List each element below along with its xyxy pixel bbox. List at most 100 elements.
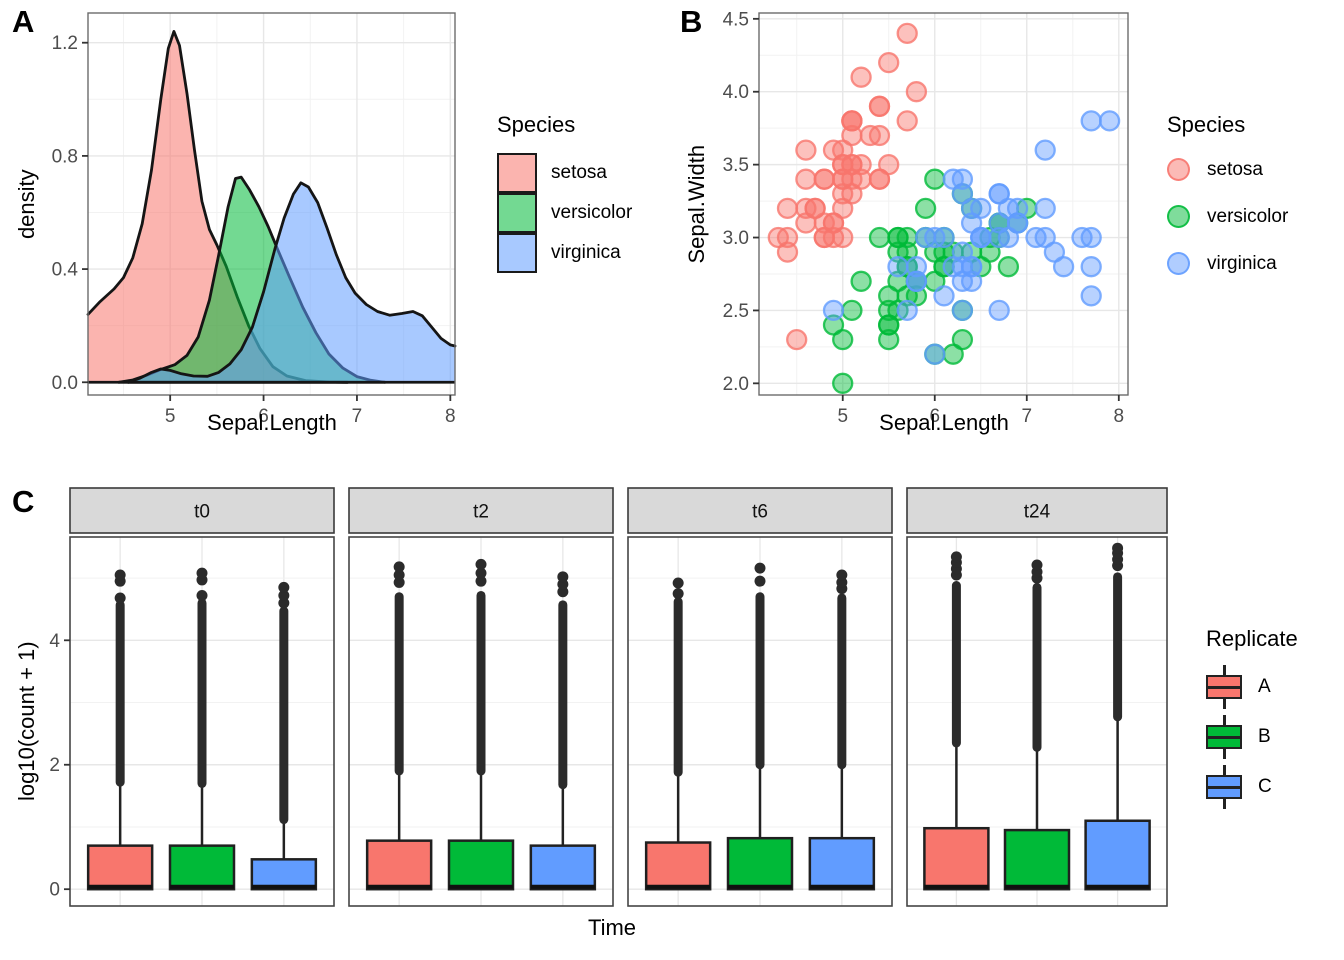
facet-strip: [906, 487, 1168, 534]
scatter-point-setosa: [795, 168, 817, 190]
panel-b-tag: B: [680, 4, 703, 39]
scatter-point-versicolor: [832, 328, 854, 351]
scatter-point-virginica: [914, 226, 937, 249]
density-area-virginica: [128, 182, 455, 383]
facet-strip: [348, 487, 614, 534]
x-axis-title-a: Sepal.Length: [207, 410, 337, 435]
y-tick-label: 2.5: [723, 301, 749, 322]
legend-item-setosa: setosa: [497, 153, 632, 194]
panel-a-tag: A: [12, 4, 35, 39]
scatter-point-virginica: [905, 270, 928, 292]
boxplot-key-b: [1206, 715, 1242, 760]
scatter-point-setosa: [795, 139, 817, 161]
boxplot-key-median: [1208, 735, 1240, 739]
outlier-dot: [836, 569, 848, 581]
x-axis-title-b: Sepal.Length: [879, 410, 1009, 435]
box-replicate-A: [365, 839, 433, 891]
facet-strip-label: t24: [1024, 502, 1051, 523]
box-replicate-B: [726, 836, 794, 891]
facet-strip-label: t6: [752, 502, 768, 523]
y-tick-label: 2.0: [723, 374, 749, 395]
panel-border: [87, 12, 456, 396]
scatter-point-setosa: [850, 66, 872, 88]
outlier-dot: [475, 567, 487, 579]
versicolor-key-swatch: [497, 193, 537, 234]
box-replicate-B: [168, 844, 236, 891]
x-tick-label: 8: [1114, 406, 1125, 427]
y-tick-label: 4.0: [723, 82, 749, 103]
outlier-dot: [950, 551, 962, 563]
outlier-dot: [393, 561, 405, 573]
scatter-point-versicolor: [997, 256, 1020, 278]
outlier-dot: [1031, 559, 1043, 571]
outlier-dot: [754, 562, 766, 574]
scatter-point-setosa: [896, 110, 918, 132]
panel-border: [627, 536, 893, 907]
outlier-dot: [475, 575, 487, 587]
scatter-point-virginica: [1034, 197, 1056, 220]
boxplot-key-box: [1206, 725, 1242, 750]
facet-strip: [69, 487, 335, 534]
outlier-dot: [475, 558, 487, 570]
legend-item-replicate-c: C: [1206, 762, 1298, 812]
box-replicate-A: [923, 826, 990, 891]
scatter-point-virginica: [1034, 226, 1056, 249]
outlier-dot: [114, 592, 126, 604]
scatter-point-virginica: [887, 256, 909, 278]
y-axis-title-density: density: [13, 169, 39, 240]
x-tick-label: 8: [445, 406, 456, 427]
scatter-point-setosa: [832, 183, 854, 205]
outlier-dot: [672, 577, 684, 589]
y-tick-label: 4.5: [723, 9, 749, 30]
x-tick-label: 7: [1021, 406, 1032, 427]
scatter-point-virginica: [933, 285, 955, 307]
scatter-point-virginica: [1080, 256, 1102, 278]
legend-title: Replicate: [1206, 626, 1298, 651]
scatter-point-setosa: [776, 226, 799, 249]
scatter-point-setosa: [786, 328, 808, 351]
legend-label: virginica: [551, 242, 621, 264]
boxplot-key-median: [1208, 785, 1240, 789]
scatter-point-versicolor: [841, 299, 863, 322]
legend-label: B: [1258, 726, 1271, 748]
boxplot-key-a: [1206, 665, 1242, 710]
outlier-dot: [196, 589, 208, 601]
scatter-point-versicolor: [878, 314, 900, 336]
x-tick-label: 7: [352, 406, 363, 427]
legend-item-virginica: virginica: [1167, 240, 1288, 287]
scatter-point-versicolor: [914, 197, 937, 220]
setosa-point-key: [1167, 158, 1190, 182]
scatter-point-virginica: [942, 168, 964, 190]
legend-label: setosa: [551, 162, 607, 184]
scatter-point-versicolor: [868, 226, 891, 249]
legend-label: versicolor: [551, 202, 633, 224]
scatter-point-setosa: [868, 95, 891, 117]
box-replicate-A: [644, 841, 712, 891]
legend-label: C: [1258, 776, 1272, 798]
scatter-point-setosa: [905, 81, 928, 103]
scatter-point-virginica: [1098, 110, 1121, 132]
legend-item-replicate-a: A: [1206, 662, 1298, 712]
legend-label: versicolor: [1207, 205, 1289, 227]
scatter-point-virginica: [988, 226, 1010, 249]
box-replicate-C: [250, 858, 318, 891]
box-replicate-B: [1003, 828, 1071, 891]
scatter-point-setosa: [878, 153, 900, 176]
legend-label: A: [1258, 676, 1271, 698]
facet-strip-label: t0: [194, 502, 210, 523]
density-curve-virginica: [126, 181, 457, 384]
y-axis-title-log10-count: log10(count + 1): [13, 641, 39, 802]
scatter-point-virginica: [1034, 139, 1056, 161]
scatter-point-virginica: [924, 343, 946, 365]
setosa-key-swatch: [497, 153, 537, 194]
y-tick-label: 0.0: [52, 373, 78, 394]
scatter-point-virginica: [1080, 110, 1102, 132]
density-area-setosa: [88, 31, 348, 383]
outlier-dot: [114, 569, 126, 581]
outlier-dot: [196, 567, 208, 579]
replicate-legend: Replicate A B C: [1206, 626, 1298, 812]
density-area-versicolor: [118, 177, 386, 383]
scatter-point-virginica: [960, 197, 983, 220]
panel-background: [759, 13, 1128, 395]
panel-b-scatter-chart: 5 6 7 8 2.0 2.5 3.0 3.5 4.0 4.5: [723, 9, 1129, 427]
